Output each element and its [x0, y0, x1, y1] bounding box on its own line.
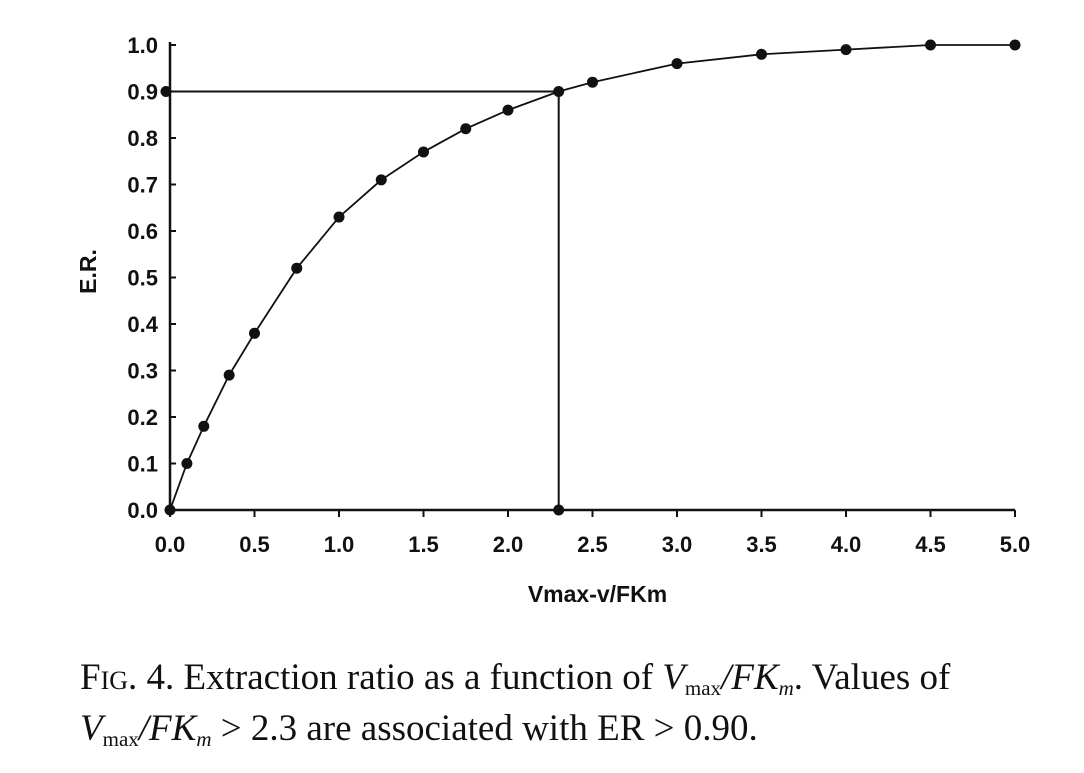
chart: 0.0 0.5 1.0 1.5 2.0 2.5 3.0 3.5 4.0 4.5 5.0 0.0 0.1…	[75, 33, 1031, 607]
x-axis-ticks: 0.0 0.5 1.0 1.5 2.0 2.5 3.0 3.5 4.0 4.5 5.0	[155, 510, 1031, 557]
threshold-lines	[160, 86, 565, 516]
data-point	[291, 262, 303, 274]
caption-var-fk: /FK	[721, 657, 779, 698]
caption-var-v: V	[662, 657, 685, 698]
x-axis-label: Vmax-v/FKm	[528, 581, 667, 607]
y-tick-label: 0.6	[127, 219, 158, 244]
caption-label: Fig. 4.	[80, 657, 175, 698]
y-tick-label: 0.0	[127, 498, 158, 523]
data-point	[198, 420, 210, 432]
x-tick-label: 4.5	[915, 532, 946, 557]
caption-text-2: . Values of	[793, 657, 951, 698]
data-point	[375, 174, 387, 186]
x-tick-label: 2.5	[577, 532, 608, 557]
series	[164, 39, 1021, 516]
x-tick-label: 0.5	[239, 532, 270, 557]
data-point	[840, 44, 852, 56]
x-tick-label: 2.0	[493, 532, 524, 557]
data-point	[587, 76, 598, 88]
threshold-x-marker	[553, 504, 565, 516]
figure-caption: Fig. 4. Extraction ratio as a function o…	[80, 652, 1070, 754]
y-tick-label: 1.0	[127, 33, 158, 58]
caption-sub-m-2: m	[196, 727, 212, 751]
y-tick-label: 0.7	[127, 173, 158, 198]
axes	[168, 42, 1015, 512]
y-tick-label: 0.5	[127, 266, 158, 291]
series-line	[169, 44, 1015, 511]
y-tick-label: 0.4	[127, 312, 158, 337]
caption-var-fk-2: /FK	[138, 708, 197, 749]
caption-text-3: > 2.3 are associated with ER > 0.90.	[211, 708, 758, 749]
x-tick-label: 3.5	[746, 532, 777, 557]
data-point	[418, 146, 429, 158]
y-axis-ticks: 0.0 0.1 0.2 0.3 0.4 0.5 0.6 0.7 0.8 0.9 1.0	[127, 33, 176, 523]
x-tick-label: 3.0	[662, 532, 693, 557]
y-tick-label: 0.9	[127, 80, 158, 105]
caption-sub-max: max	[684, 676, 722, 700]
x-tick-label: 5.0	[1000, 532, 1031, 557]
data-point	[181, 458, 193, 469]
y-axis-label: E.R.	[75, 249, 101, 294]
y-tick-label: 0.1	[127, 452, 158, 477]
data-point	[249, 327, 260, 339]
data-point	[1009, 39, 1021, 51]
y-tick-label: 0.3	[127, 359, 158, 384]
threshold-y-marker	[160, 86, 172, 97]
y-tick-label: 0.2	[127, 405, 158, 430]
x-tick-label: 4.0	[831, 532, 862, 557]
data-point	[671, 58, 683, 70]
caption-sub-max-2: max	[102, 727, 139, 751]
caption-sub-m: m	[778, 676, 794, 700]
caption-var-v-2: V	[80, 708, 103, 749]
caption-text-1: Extraction ratio as a function of	[174, 657, 663, 698]
x-tick-label: 1.5	[408, 532, 439, 557]
x-tick-label: 0.0	[155, 532, 186, 557]
y-tick-label: 0.8	[127, 126, 158, 151]
data-point	[925, 39, 936, 51]
data-point	[756, 48, 767, 60]
x-tick-label: 1.0	[324, 532, 355, 557]
data-point	[223, 369, 235, 381]
data-point	[460, 123, 472, 135]
data-point	[333, 211, 345, 223]
data-point	[553, 86, 565, 97]
data-point	[502, 104, 514, 116]
